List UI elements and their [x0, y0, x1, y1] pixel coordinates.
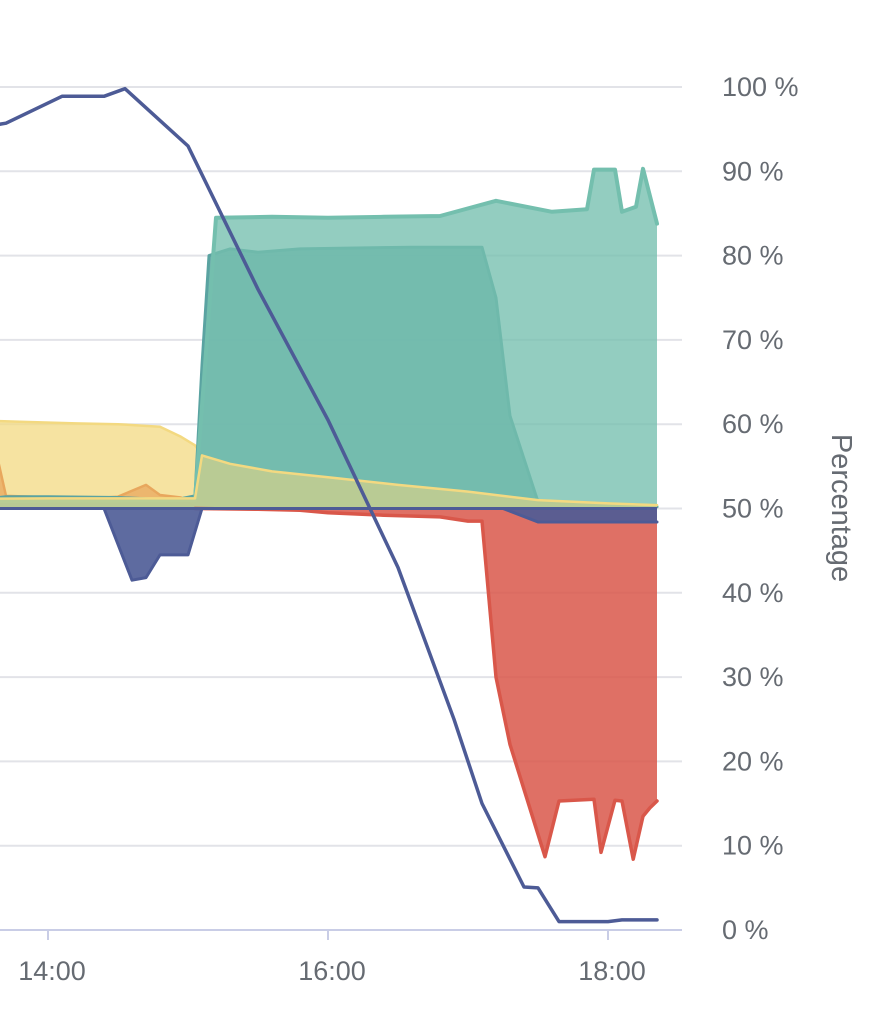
y-tick-label: 10 % [722, 831, 784, 861]
y-tick-label: 0 % [722, 915, 769, 945]
series-line-3 [0, 166, 659, 504]
series-area-3 [0, 168, 657, 509]
y-tick-label: 30 % [722, 662, 784, 692]
series-area-7 [503, 508, 657, 522]
series-line-4 [0, 454, 659, 507]
x-tick-label: 16:00 [298, 956, 366, 986]
series-line-8 [0, 86, 659, 924]
x-tick-label: 14:00 [18, 956, 86, 986]
y-axis-title: Percentage [825, 434, 857, 582]
series-line-6 [102, 507, 204, 582]
y-tick-label: 100 % [722, 72, 799, 102]
y-tick-label: 40 % [722, 578, 784, 608]
y-tick-label: 60 % [722, 409, 784, 439]
series-line-7 [501, 507, 659, 524]
series-line-5 [193, 506, 659, 861]
y-tick-label: 70 % [722, 325, 784, 355]
series-area-0 [0, 421, 657, 509]
series-line-1 [0, 463, 197, 509]
y-tick-label: 50 % [722, 494, 784, 524]
y-tick-label: 20 % [722, 746, 784, 776]
series-area-5 [195, 508, 657, 860]
y-tick-label: 80 % [722, 241, 784, 271]
series-area-6 [104, 508, 202, 581]
y-tick-label: 90 % [722, 156, 784, 186]
x-tick-label: 18:00 [578, 956, 646, 986]
tick-layer: 0 % 10 % 20 % 30 % 40 % 50 % 60 % 70 % 80 % 90 % 1… [18, 72, 798, 986]
series-layer [0, 86, 659, 924]
